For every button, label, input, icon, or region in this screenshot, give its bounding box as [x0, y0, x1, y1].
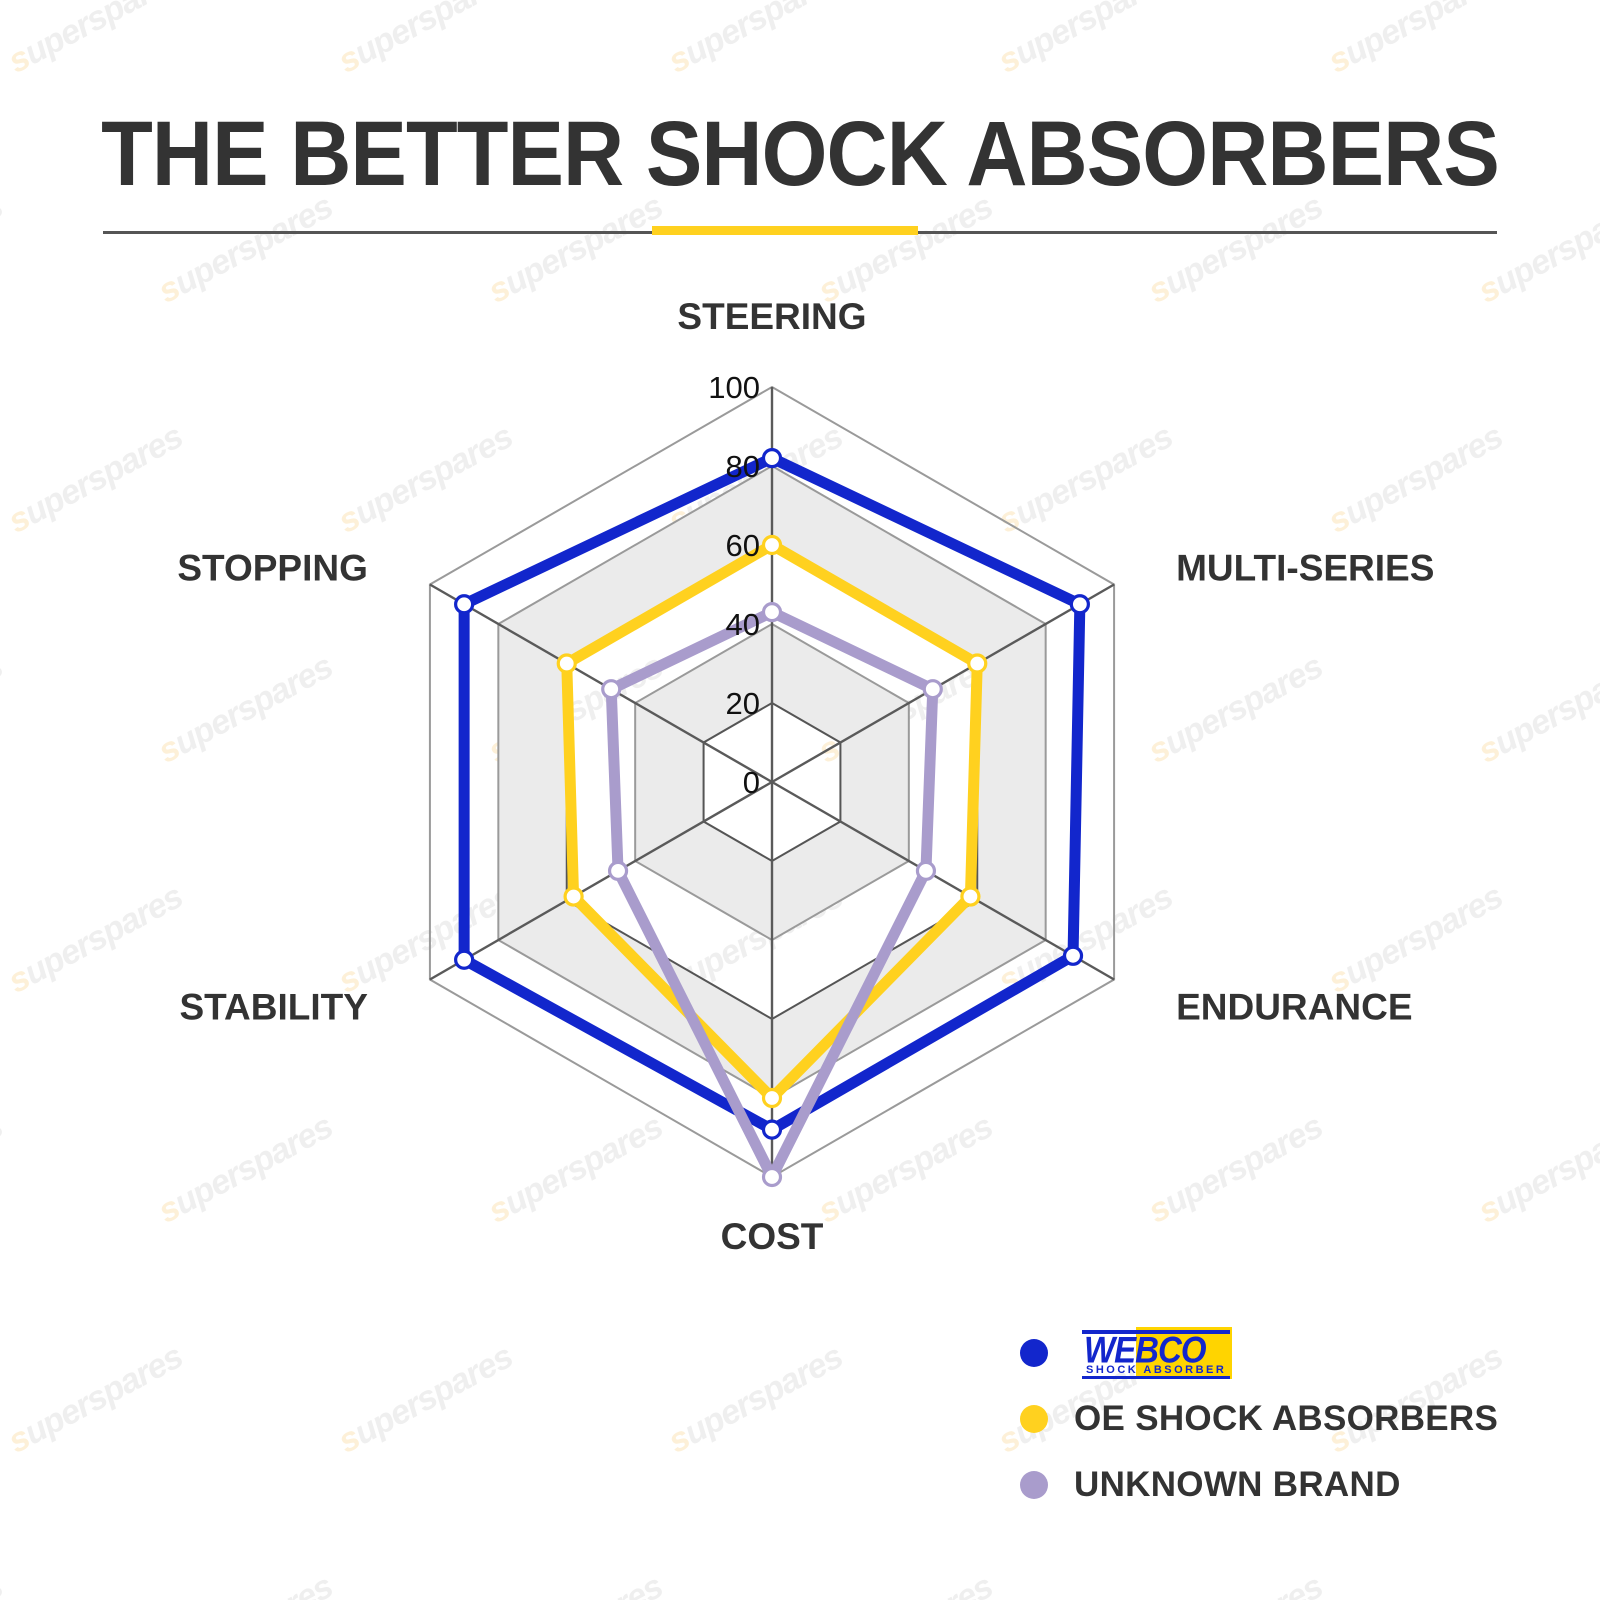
radar-tick-label: 40 — [726, 607, 760, 642]
webco-logo-subtitle: SHOCK ABSORBER — [1086, 1364, 1227, 1376]
radar-spoke-multi-series — [771, 583, 1115, 784]
webco-logo-top-rule — [1082, 1330, 1230, 1334]
legend-swatch-webco — [1020, 1339, 1048, 1367]
series-point — [1069, 594, 1090, 615]
series-point — [761, 534, 783, 556]
webco-logo-yellow-block — [1136, 1327, 1232, 1379]
series-point — [601, 679, 622, 700]
radar-series-layer — [454, 448, 1090, 1188]
axis-label-stability: STABILITY — [179, 987, 368, 1028]
watermark-text: superspares — [1472, 1567, 1600, 1600]
watermark-text: superspares — [152, 1567, 339, 1600]
watermark-text: superspares — [662, 1337, 849, 1461]
series-point — [761, 448, 783, 469]
axis-label-stopping: STOPPING — [177, 548, 368, 589]
series-point — [607, 860, 629, 881]
watermark-text: superspares — [1142, 1567, 1329, 1600]
radar-spoke-stability — [429, 780, 773, 981]
webco-logo: WEBCO SHOCK ABSORBER — [1074, 1327, 1232, 1379]
radar-grid-bands — [498, 466, 1046, 1098]
radar-series-webco — [454, 448, 1090, 1140]
series-point — [761, 1166, 783, 1188]
watermark-text: superspares — [0, 1567, 9, 1600]
series-point — [915, 860, 937, 881]
series-point — [761, 1087, 783, 1109]
series-point — [454, 594, 475, 615]
title-divider-accent — [652, 226, 918, 235]
watermark-text: superspares — [2, 1337, 189, 1461]
radar-chart-svg: 0 20 40 60 80 100 STEERING MULTI-SERIES ENDURAN… — [177, 296, 1434, 1257]
watermark-text: superspares — [332, 1337, 519, 1461]
watermark-text: superspares — [812, 1567, 999, 1600]
radar-tick-label: 80 — [726, 449, 760, 484]
webco-logo-wordmark: WEBCO — [1084, 1328, 1206, 1371]
series-point — [967, 653, 988, 674]
legend-label-oe-shock-absorbers: OE SHOCK ABSORBERS — [1074, 1399, 1499, 1438]
radar-tick-label: 20 — [726, 686, 760, 721]
series-point — [761, 1119, 783, 1140]
legend: WEBCO SHOCK ABSORBER OE SHOCK ABSORBERS … — [1020, 1320, 1540, 1518]
series-point — [556, 653, 577, 674]
legend-item-unknown-brand[interactable]: UNKNOWN BRAND — [1020, 1452, 1540, 1518]
radar-tick-label: 60 — [726, 528, 760, 563]
legend-label-unknown-brand: UNKNOWN BRAND — [1074, 1465, 1401, 1504]
radar-grid-spokes — [429, 387, 1115, 1177]
radar-series-oe-shock-absorbers — [556, 534, 988, 1109]
watermark-text: superspares — [482, 1567, 669, 1600]
series-point — [1062, 945, 1084, 966]
page-title: THE BETTER SHOCK ABSORBERS — [101, 103, 1500, 205]
axis-label-cost: COST — [721, 1216, 824, 1257]
legend-swatch-unknown-brand — [1020, 1471, 1048, 1499]
series-point — [922, 679, 943, 700]
legend-item-webco[interactable]: WEBCO SHOCK ABSORBER — [1020, 1320, 1540, 1386]
radar-tick-label: 100 — [708, 370, 760, 405]
radar-tick-labels: 0 20 40 60 80 100 — [708, 370, 760, 800]
header: THE BETTER SHOCK ABSORBERS — [0, 0, 1600, 250]
axis-label-endurance: ENDURANCE — [1176, 987, 1412, 1028]
series-point — [454, 949, 475, 970]
radar-band-20-40 — [635, 624, 909, 940]
radar-axis-labels: STEERING MULTI-SERIES ENDURANCE COST STABILI… — [177, 296, 1434, 1257]
radar-spoke-endurance — [771, 780, 1115, 981]
series-point — [563, 886, 584, 907]
axis-label-multi-series: MULTI-SERIES — [1176, 548, 1434, 589]
legend-item-oe-shock-absorbers[interactable]: OE SHOCK ABSORBERS — [1020, 1386, 1540, 1452]
series-point — [761, 602, 783, 623]
axis-label-steering: STEERING — [677, 296, 866, 337]
legend-swatch-oe-shock-absorbers — [1020, 1405, 1048, 1433]
radar-series-unknown-brand — [601, 602, 943, 1188]
radar-tick-label: 0 — [743, 765, 760, 800]
series-point — [960, 886, 981, 907]
radar-spoke-stopping — [429, 583, 773, 784]
webco-logo-bottom-rule — [1082, 1376, 1230, 1379]
radar-chart: 0 20 40 60 80 100 STEERING MULTI-SERIES ENDURAN… — [0, 250, 1600, 1330]
